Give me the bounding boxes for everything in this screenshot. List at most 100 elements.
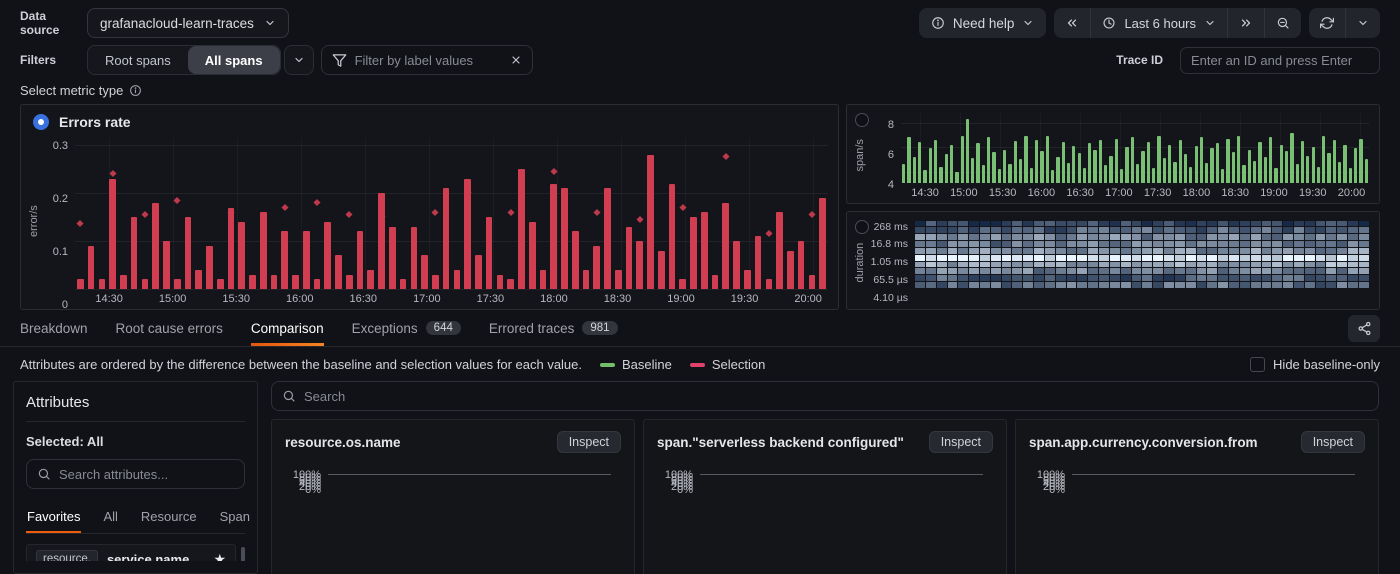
duration-y-axis: 268 ms 16.8 ms 1.05 ms 65.5 µs 4.10 µs [870, 220, 909, 305]
time-shift-back-button[interactable] [1054, 8, 1090, 38]
attributes-tab-favorites[interactable]: Favorites [26, 500, 82, 533]
span-scope-dropdown-button[interactable] [283, 45, 314, 75]
comparison-search-field [271, 381, 1379, 411]
comparison-note-text: Attributes are ordered by the difference… [20, 357, 583, 372]
tab-errored-traces[interactable]: Errored traces 981 [489, 310, 618, 346]
metric-type-label: Select metric type [20, 83, 124, 98]
panel-chart: 100% 80% 60% 40% 20% 0% [657, 466, 993, 496]
metric-type-section: Select metric type [0, 82, 1400, 104]
attributes-list: resource. service.name ★ resource. servi… [26, 544, 245, 561]
time-shift-forward-button[interactable] [1227, 8, 1264, 38]
span-rate-x-axis: 14:30 15:00 15:30 16:00 16:30 17:00 17:30 18:00… [911, 186, 1366, 199]
panel-title: span."serverless backend configured" [657, 434, 904, 450]
duration-plot [915, 220, 1369, 290]
tab-exceptions[interactable]: Exceptions 644 [352, 310, 461, 346]
attributes-tabs: Favorites All Resource Span [26, 500, 250, 534]
legend-baseline: Baseline [600, 357, 672, 372]
root-spans-option[interactable]: Root spans [105, 52, 171, 68]
refresh-group [1309, 8, 1380, 38]
inspect-button[interactable]: Inspect [556, 431, 621, 453]
span-rate-radio[interactable] [855, 113, 870, 127]
zoom-out-icon [1276, 16, 1290, 30]
time-range-button[interactable]: Last 6 hours [1090, 8, 1227, 38]
panel-y-axis: 100% 80% 60% 40% 20% 0% [664, 468, 693, 496]
inspect-button[interactable]: Inspect [928, 431, 993, 453]
trace-id-input[interactable] [1191, 52, 1369, 68]
chevrons-left-icon [1065, 16, 1079, 30]
errors-rate-radio[interactable] [33, 114, 49, 130]
exceptions-count-badge: 644 [425, 321, 461, 335]
panel-title: span.app.currency.conversion.from [1029, 434, 1258, 450]
refresh-button[interactable] [1309, 8, 1345, 38]
attributes-search-input[interactable] [59, 466, 234, 482]
trace-id-field [1180, 46, 1380, 74]
errors-rate-label: Errors rate [59, 114, 131, 130]
data-source-label: Data source [20, 9, 60, 37]
refresh-icon [1320, 16, 1334, 30]
all-spans-option[interactable]: All spans [187, 46, 280, 74]
search-icon [37, 467, 51, 481]
data-source-select[interactable]: grafanacloud-learn-traces [87, 8, 289, 38]
time-zoom-out-button[interactable] [1264, 8, 1301, 38]
panel-resource-os-name: resource.os.name Inspect 100% 80% 60% 40% 20… [271, 419, 635, 574]
hide-baseline-only-control[interactable]: Hide baseline-only [1250, 357, 1380, 372]
header: Data source grafanacloud-learn-traces Ne… [0, 0, 1400, 82]
span-scope-toggle: Root spans All spans [87, 45, 281, 75]
tab-breakdown[interactable]: Breakdown [20, 320, 88, 336]
duration-radio[interactable] [855, 219, 870, 234]
errors-y-axis: 0.3 0.2 0.1 0 [52, 139, 68, 311]
clear-filter-icon[interactable] [510, 54, 522, 66]
tab-root-cause-errors[interactable]: Root cause errors [115, 320, 223, 336]
inspect-button[interactable]: Inspect [1300, 431, 1365, 453]
chevrons-right-icon [1239, 16, 1253, 30]
share-button[interactable] [1348, 314, 1380, 342]
panel-chart: 100% 80% 60% 40% 20% 0% [285, 466, 621, 496]
attributes-title: Attributes [26, 394, 245, 422]
comparison-body: Attributes Selected: All Favorites All R… [0, 381, 1400, 574]
panel-chart: 100% 80% 60% 40% 20% 0% [1029, 466, 1365, 496]
attributes-tab-resource[interactable]: Resource [140, 509, 197, 524]
need-help-label: Need help [952, 15, 1015, 31]
attributes-tab-all[interactable]: All [103, 509, 118, 524]
errors-rate-chart: error/s 0.3 0.2 0.1 0 14:30 15:00 15:30 16:00 1… [21, 130, 838, 311]
comparison-panels: resource.os.name Inspect 100% 80% 60% 40% 20… [271, 419, 1379, 574]
panel-x-axis [328, 474, 611, 490]
legend-selection: Selection [689, 357, 765, 372]
chevron-down-icon [264, 17, 276, 29]
chevron-down-icon [1022, 17, 1034, 29]
errors-plot [75, 138, 829, 290]
comparison-search-input[interactable] [304, 388, 1368, 404]
metric-panels: Errors rate error/s 0.3 0.2 0.1 0 14:30 15:0… [20, 104, 1380, 311]
tab-comparison[interactable]: Comparison [250, 310, 324, 346]
errors-rate-panel[interactable]: Errors rate error/s 0.3 0.2 0.1 0 14:30 15:0… [20, 104, 840, 311]
duration-panel[interactable]: duration 268 ms 16.8 ms 1.05 ms 65.5 µs 4.10… [846, 210, 1380, 310]
time-range-label: Last 6 hours [1124, 15, 1196, 31]
label-filter-input[interactable] [354, 52, 502, 68]
chevron-down-icon [1204, 17, 1216, 29]
refresh-interval-button[interactable] [1345, 8, 1380, 38]
comparison-main: resource.os.name Inspect 100%80%60%40%20… [271, 381, 1379, 574]
panel-y-axis: 100% 80% 60% 40% 20% 0% [1036, 468, 1065, 496]
chevron-down-icon [293, 54, 305, 66]
panel-app-currency-conversion-from: span.app.currency.conversion.from Inspec… [1015, 419, 1379, 574]
attributes-sidebar: Attributes Selected: All Favorites All R… [13, 381, 258, 574]
attributes-search-field [26, 459, 245, 489]
tab-bar: Breakdown Root cause errors Comparison E… [0, 310, 1400, 347]
comparison-note-row: Attributes are ordered by the difference… [0, 347, 1400, 381]
attributes-scrollbar[interactable] [241, 547, 245, 561]
panel-serverless-backend-configured: span."serverless backend configured" Ins… [643, 419, 1007, 574]
chevron-down-icon [1357, 17, 1369, 29]
info-circle-icon[interactable] [129, 84, 142, 97]
trace-id-label: Trace ID [1116, 53, 1163, 67]
need-help-button[interactable]: Need help [918, 8, 1047, 38]
duration-x-axis [915, 289, 1369, 305]
favorite-star-icon[interactable]: ★ [213, 551, 226, 561]
attributes-tab-span[interactable]: Span [219, 509, 250, 524]
panel-x-axis [700, 474, 983, 490]
panel-y-axis: 100% 80% 60% 40% 20% 0% [292, 468, 321, 496]
hide-baseline-only-checkbox[interactable] [1250, 357, 1266, 372]
attribute-item-service-name[interactable]: resource. service.name ★ [26, 544, 236, 561]
